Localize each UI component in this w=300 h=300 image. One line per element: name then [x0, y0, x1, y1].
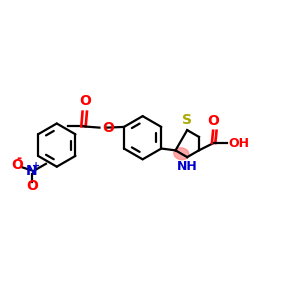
Text: -: -	[17, 152, 22, 165]
Text: O: O	[79, 94, 91, 108]
Text: OH: OH	[228, 136, 249, 149]
Text: N: N	[26, 164, 37, 178]
Text: S: S	[182, 113, 192, 127]
Text: O: O	[26, 179, 38, 193]
Ellipse shape	[174, 148, 189, 160]
Text: O: O	[208, 114, 220, 128]
Text: NH: NH	[177, 160, 198, 173]
Text: O: O	[102, 121, 114, 135]
Text: O: O	[11, 158, 23, 172]
Text: +: +	[32, 161, 40, 171]
